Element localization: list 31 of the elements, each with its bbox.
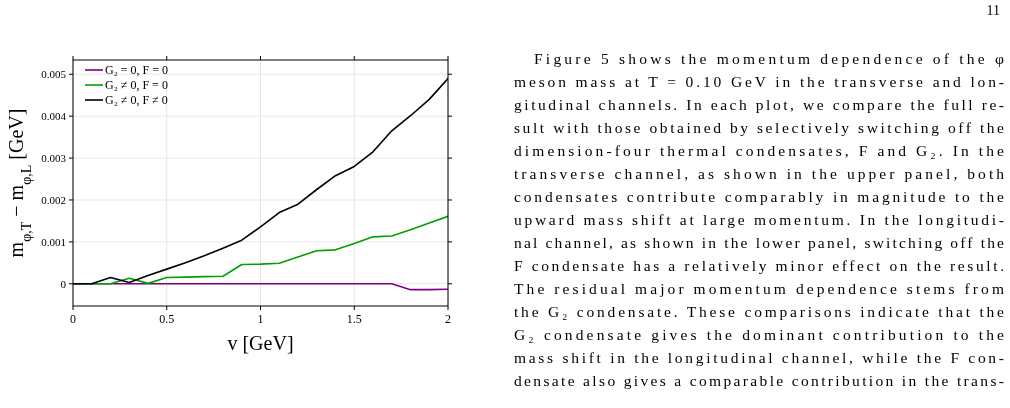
text: dimension-four thermal condensates, F and G₂. In the (514, 142, 1005, 159)
x-tick-label: 0.5 (159, 312, 175, 326)
text: condensates contribute comparably in magnitude to the (514, 188, 1005, 205)
y-tick-label: 0.001 (41, 235, 66, 248)
text: gitudinal channels. In each plot, we compare the full re- (514, 96, 1004, 113)
x-tick-label: 0 (70, 312, 76, 326)
text: transverse channel, as shown in the upper panel, both (514, 165, 1005, 182)
text: upward mass shift at large momentum. In the longitudi- (514, 211, 1004, 228)
text: The residual major momentum dependence stems from (514, 280, 1004, 297)
x-tick-label: 1 (257, 312, 264, 326)
x-tick-label: 1.5 (346, 312, 362, 326)
legend-label: G₂ ≠ 0, F ≠ 0 (105, 93, 168, 107)
text: F condensate has a relatively minor effect on the result. (514, 257, 1004, 274)
text: meson mass at T = 0.10 GeV in the transverse and lon- (514, 73, 1004, 90)
text: densate also gives a comparable contribution in the trans- (514, 372, 1004, 389)
text: nal channel, as shown in the lower panel, switching off the (514, 234, 1005, 251)
text: the G₂ condensate. These comparisons indicate that the (514, 303, 1005, 320)
text: mass shift in the longitudinal channel, while the F con- (514, 349, 1004, 366)
y-tick-label: 0.002 (41, 193, 66, 206)
x-axis-title: v [GeV] (227, 332, 294, 354)
legend-label: G₂ = 0, F = 0 (105, 63, 169, 77)
x-tick-label: 2 (445, 312, 451, 326)
legend-label: G₂ ≠ 0, F = 0 (105, 78, 168, 92)
text: G₂ condensate gives the dominant contribution to the (514, 326, 1005, 343)
text: 11 (986, 3, 1000, 18)
y-tick-label: 0 (60, 277, 67, 290)
caption: Figure 5 shows the momentum dependence of the φ (534, 50, 1005, 67)
y-tick-label: 0.005 (41, 68, 67, 81)
y-tick-label: 0.004 (41, 110, 67, 123)
y-tick-label: 0.003 (41, 152, 67, 165)
text: sult with those obtained by selectively switching off the (514, 119, 1005, 136)
